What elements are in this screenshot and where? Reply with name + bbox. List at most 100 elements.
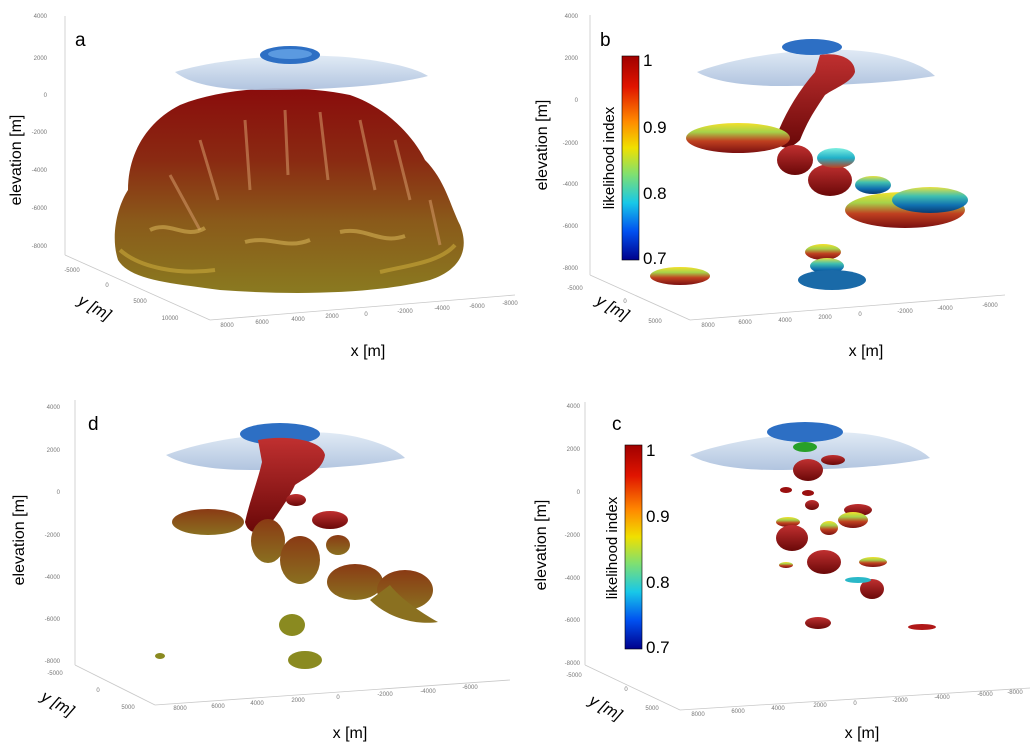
x-tick: 4000 [771,706,785,712]
z-tick: 0 [44,93,48,99]
x-tick: -6000 [462,685,478,691]
x-tick: 6000 [731,709,745,715]
y-tick: 5000 [133,299,147,305]
y-tick: 0 [96,688,100,694]
x-tick: -4000 [934,695,950,701]
colorbar-label: likelihood index [601,106,618,209]
x-tick-labels: 8000 6000 4000 2000 0 -2000 -4000 -6000 [701,303,998,329]
x-tick: 8000 [173,706,187,712]
panel-d: 4000 2000 0 -2000 -4000 -6000 -8000 -500… [11,400,511,742]
x-tick: -4000 [937,306,953,312]
y-tick-labels: -5000 0 5000 [566,673,659,712]
colorbar-tick: 0.7 [646,638,670,657]
axes-frame [589,15,1006,321]
y-tick: 0 [105,283,109,289]
z-tick: -2000 [32,130,48,136]
z-tick-labels: 4000 2000 0 -2000 -4000 -6000 -8000 [565,404,581,667]
x-tick: -8000 [1007,690,1023,696]
z-tick: -2000 [563,141,579,147]
axes-frame [584,402,1031,711]
z-tick: -2000 [565,533,581,539]
magma-body-dome [114,88,464,293]
z-tick: -4000 [32,168,48,174]
y-axis-label: y [m] [37,688,77,721]
y-axis-label: y [m] [592,292,632,325]
z-tick: 2000 [567,447,581,453]
colorbar-tick: 1 [646,441,655,460]
y-axis-label: y [m] [74,292,114,325]
z-tick: -8000 [565,661,581,667]
z-tick: -2000 [45,533,61,539]
z-tick: -6000 [45,617,61,623]
z-tick: -4000 [565,576,581,582]
z-tick-labels: 4000 2000 0 -2000 -4000 -6000 -8000 [32,14,48,250]
surface-cap [175,46,428,90]
colorbar-tick: 0.8 [646,573,670,592]
x-tick: 0 [336,695,340,701]
z-tick: 0 [57,490,61,496]
likelihood-bodies [650,54,968,290]
y-axis-label: y [m] [585,692,625,725]
z-tick: 4000 [565,14,579,20]
y-tick-labels: -5000 0 5000 10000 [64,268,179,322]
z-tick: 2000 [47,448,61,454]
x-tick: -4000 [420,689,436,695]
colorbar-tick: 1 [643,51,652,70]
z-tick: 0 [577,490,581,496]
x-tick: 4000 [291,317,305,323]
panel-letter: a [75,30,86,51]
z-tick-labels: 4000 2000 0 -2000 -4000 -6000 -8000 [45,405,61,665]
elevation-axis-label: elevation [m] [11,495,28,586]
x-tick: -8000 [502,301,518,307]
panel-a: 4000 2000 0 -2000 -4000 -6000 -8000 -500… [8,14,518,360]
x-tick: 2000 [813,703,827,709]
y-tick: 10000 [162,316,179,322]
y-tick: 5000 [121,705,135,711]
x-axis-label: x [m] [845,725,880,742]
x-tick: 0 [364,312,368,318]
y-tick: 5000 [648,319,662,325]
x-tick: -6000 [982,303,998,309]
x-tick: -6000 [469,304,485,310]
y-tick: 0 [623,299,627,305]
z-tick-labels: 4000 2000 0 -2000 -4000 -6000 -8000 [563,14,579,272]
z-tick: 4000 [34,14,48,20]
z-tick: -6000 [32,206,48,212]
x-tick: 8000 [701,323,715,329]
x-tick-labels: 8000 6000 4000 2000 0 -2000 -4000 -6000 [173,685,478,712]
x-tick: -2000 [892,698,908,704]
x-tick: 6000 [211,704,225,710]
colorbar-tick: 0.8 [643,184,667,203]
y-tick: -5000 [567,286,583,292]
y-tick-labels: -5000 0 5000 [567,286,662,325]
panel-c: 4000 2000 0 -2000 -4000 -6000 -8000 -500… [533,402,1031,742]
colorbar-scale [624,444,643,650]
x-tick-labels: 8000 6000 4000 2000 0 -2000 -4000 -6000 … [691,690,1023,718]
x-axis-label: x [m] [849,343,884,360]
panel-letter: d [88,414,99,435]
z-tick: 4000 [567,404,581,410]
y-tick: -5000 [566,673,582,679]
panel-letter: c [612,414,622,435]
panel-b: 4000 2000 0 -2000 -4000 -6000 -8000 -500… [534,14,1006,360]
x-axis-label: x [m] [333,725,368,742]
axes-frame [74,400,511,706]
x-tick: 6000 [255,320,269,326]
likelihood-colorbar: 1 0.9 0.8 0.7 likelihood index [601,51,667,268]
elevation-axis-label: elevation [m] [534,100,551,191]
y-tick: 5000 [645,706,659,712]
x-tick: 2000 [325,314,339,320]
elevation-axis-label: elevation [m] [8,115,25,206]
y-tick: 0 [624,687,628,693]
colorbar-tick: 0.9 [643,118,667,137]
colorbar-tick: 0.7 [643,249,667,268]
z-tick: 0 [575,98,579,104]
x-tick: 8000 [691,712,705,718]
x-tick: 4000 [778,318,792,324]
likelihood-bodies [776,442,936,630]
z-tick: -4000 [563,182,579,188]
z-tick: -8000 [45,659,61,665]
z-tick: -6000 [565,618,581,624]
z-tick: 4000 [47,405,61,411]
panel-letter: b [600,30,611,51]
